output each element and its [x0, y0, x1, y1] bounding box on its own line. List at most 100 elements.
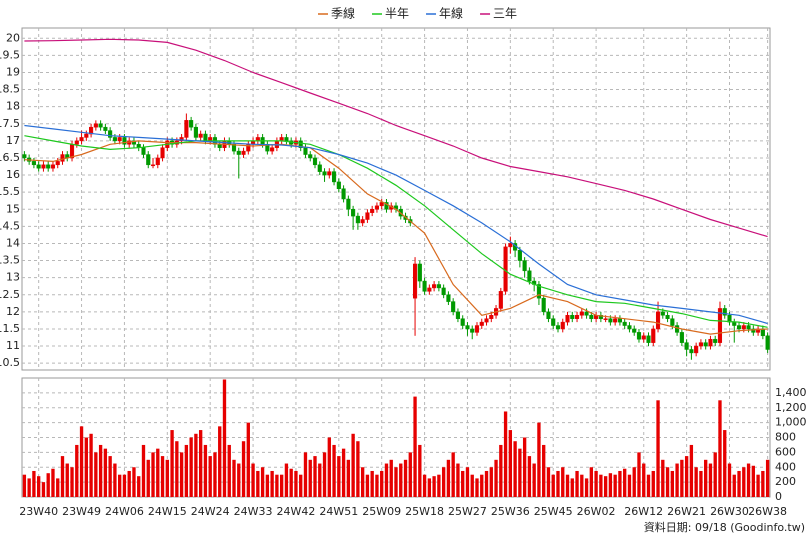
candle-body	[651, 328, 656, 343]
candle-body	[79, 137, 84, 142]
volume-bar	[746, 463, 751, 497]
candle-body	[441, 287, 446, 296]
volume-bar	[151, 452, 155, 497]
candle-body	[270, 147, 275, 152]
candle-body	[346, 198, 351, 210]
candle-body	[760, 328, 765, 337]
volume-tick-label: 800	[775, 431, 796, 444]
price-panel	[21, 27, 771, 371]
volume-bar	[179, 452, 184, 497]
candle-body	[103, 126, 108, 131]
candle-body	[193, 126, 198, 138]
y-tick-label: 10.5	[0, 356, 20, 369]
candle-body	[579, 311, 584, 316]
volume-bar	[327, 437, 331, 497]
volume-bar	[127, 470, 131, 497]
candle-body	[684, 342, 689, 350]
x-tick-label: 24W51	[319, 505, 358, 518]
y-tick-label: 11	[6, 339, 20, 352]
candle-body	[22, 154, 27, 159]
volume-bar	[637, 452, 641, 497]
volume-bar	[737, 470, 741, 497]
candle-body	[351, 209, 356, 217]
candle-body	[122, 137, 127, 145]
candle-body	[308, 154, 313, 159]
volume-bar	[237, 463, 241, 497]
volume-bar	[561, 467, 565, 497]
x-tick-label: 26W21	[667, 505, 706, 518]
candle-body	[608, 318, 613, 323]
candle-body	[741, 325, 746, 330]
candle-body	[112, 137, 117, 142]
volume-bar	[584, 478, 589, 497]
candle-body	[765, 335, 770, 350]
volume-bar	[670, 470, 674, 497]
volume-bar	[75, 444, 79, 497]
candle-body	[675, 325, 680, 333]
candle-body	[470, 328, 475, 333]
volume-bar	[289, 468, 293, 497]
volume-bar	[418, 444, 422, 497]
volume-bar	[632, 467, 636, 497]
volume-bar	[413, 396, 417, 497]
volume-bar	[275, 474, 279, 497]
volume-bar	[65, 463, 69, 497]
legend-label: 年線	[439, 6, 463, 21]
volume-bar	[608, 473, 613, 497]
x-tick-label: 26W12	[624, 505, 663, 518]
source-note: 資料日期: 09/18 (Goodinfo.tw)	[644, 520, 805, 534]
candle-body	[60, 154, 65, 162]
y-tick-label: 18.5	[0, 83, 20, 96]
volume-bar	[718, 400, 722, 497]
volume-bar	[694, 467, 698, 497]
candle-body	[436, 284, 441, 289]
volume-bar	[284, 463, 289, 497]
volume-bar	[475, 478, 479, 497]
volume-bar	[508, 430, 513, 497]
candle-body	[298, 140, 303, 148]
volume-bar	[403, 459, 408, 497]
volume-bar	[465, 467, 470, 497]
y-tick-label: 16	[6, 168, 20, 181]
volume-bar	[246, 422, 250, 497]
volume-bar	[408, 452, 412, 497]
candle-body	[484, 318, 489, 323]
y-tick-label: 17.5	[0, 117, 20, 130]
volume-bar	[341, 448, 346, 497]
candle-body	[703, 342, 708, 347]
candle-body	[465, 325, 470, 330]
volume-bar	[32, 470, 36, 497]
volume-bar	[456, 463, 460, 497]
volume-bar	[441, 467, 446, 497]
x-tick-label: 25W09	[362, 505, 401, 518]
volume-bar	[318, 463, 322, 497]
volume-bar	[513, 441, 517, 497]
y-tick-label: 19	[6, 65, 20, 78]
volume-bar	[684, 456, 689, 497]
x-tick-label: 26W38	[748, 505, 787, 518]
candle-body	[84, 133, 89, 138]
volume-bar	[260, 467, 265, 497]
volume-bar	[651, 470, 655, 497]
candle-body	[503, 246, 508, 292]
candle-body	[517, 250, 522, 261]
legend-label: 三年	[493, 7, 517, 21]
x-tick-label: 24W33	[234, 505, 273, 518]
candle-body	[203, 133, 208, 142]
volume-bar	[322, 452, 327, 497]
x-tick-label: 23W40	[19, 505, 58, 518]
volume-bar	[103, 448, 108, 497]
volume-bar	[551, 474, 555, 497]
volume-bar	[208, 456, 212, 497]
y-tick-label: 12	[6, 305, 20, 318]
y-tick-label: 12.5	[0, 288, 20, 301]
candle-body	[365, 212, 370, 220]
volume-bar	[351, 433, 355, 497]
x-tick-label: 24W42	[277, 505, 316, 518]
volume-bar	[337, 456, 341, 497]
candle-body	[746, 325, 751, 330]
volume-bar	[79, 426, 84, 497]
candle-body	[655, 311, 661, 330]
volume-bar	[432, 476, 436, 497]
candle-body	[722, 308, 727, 316]
